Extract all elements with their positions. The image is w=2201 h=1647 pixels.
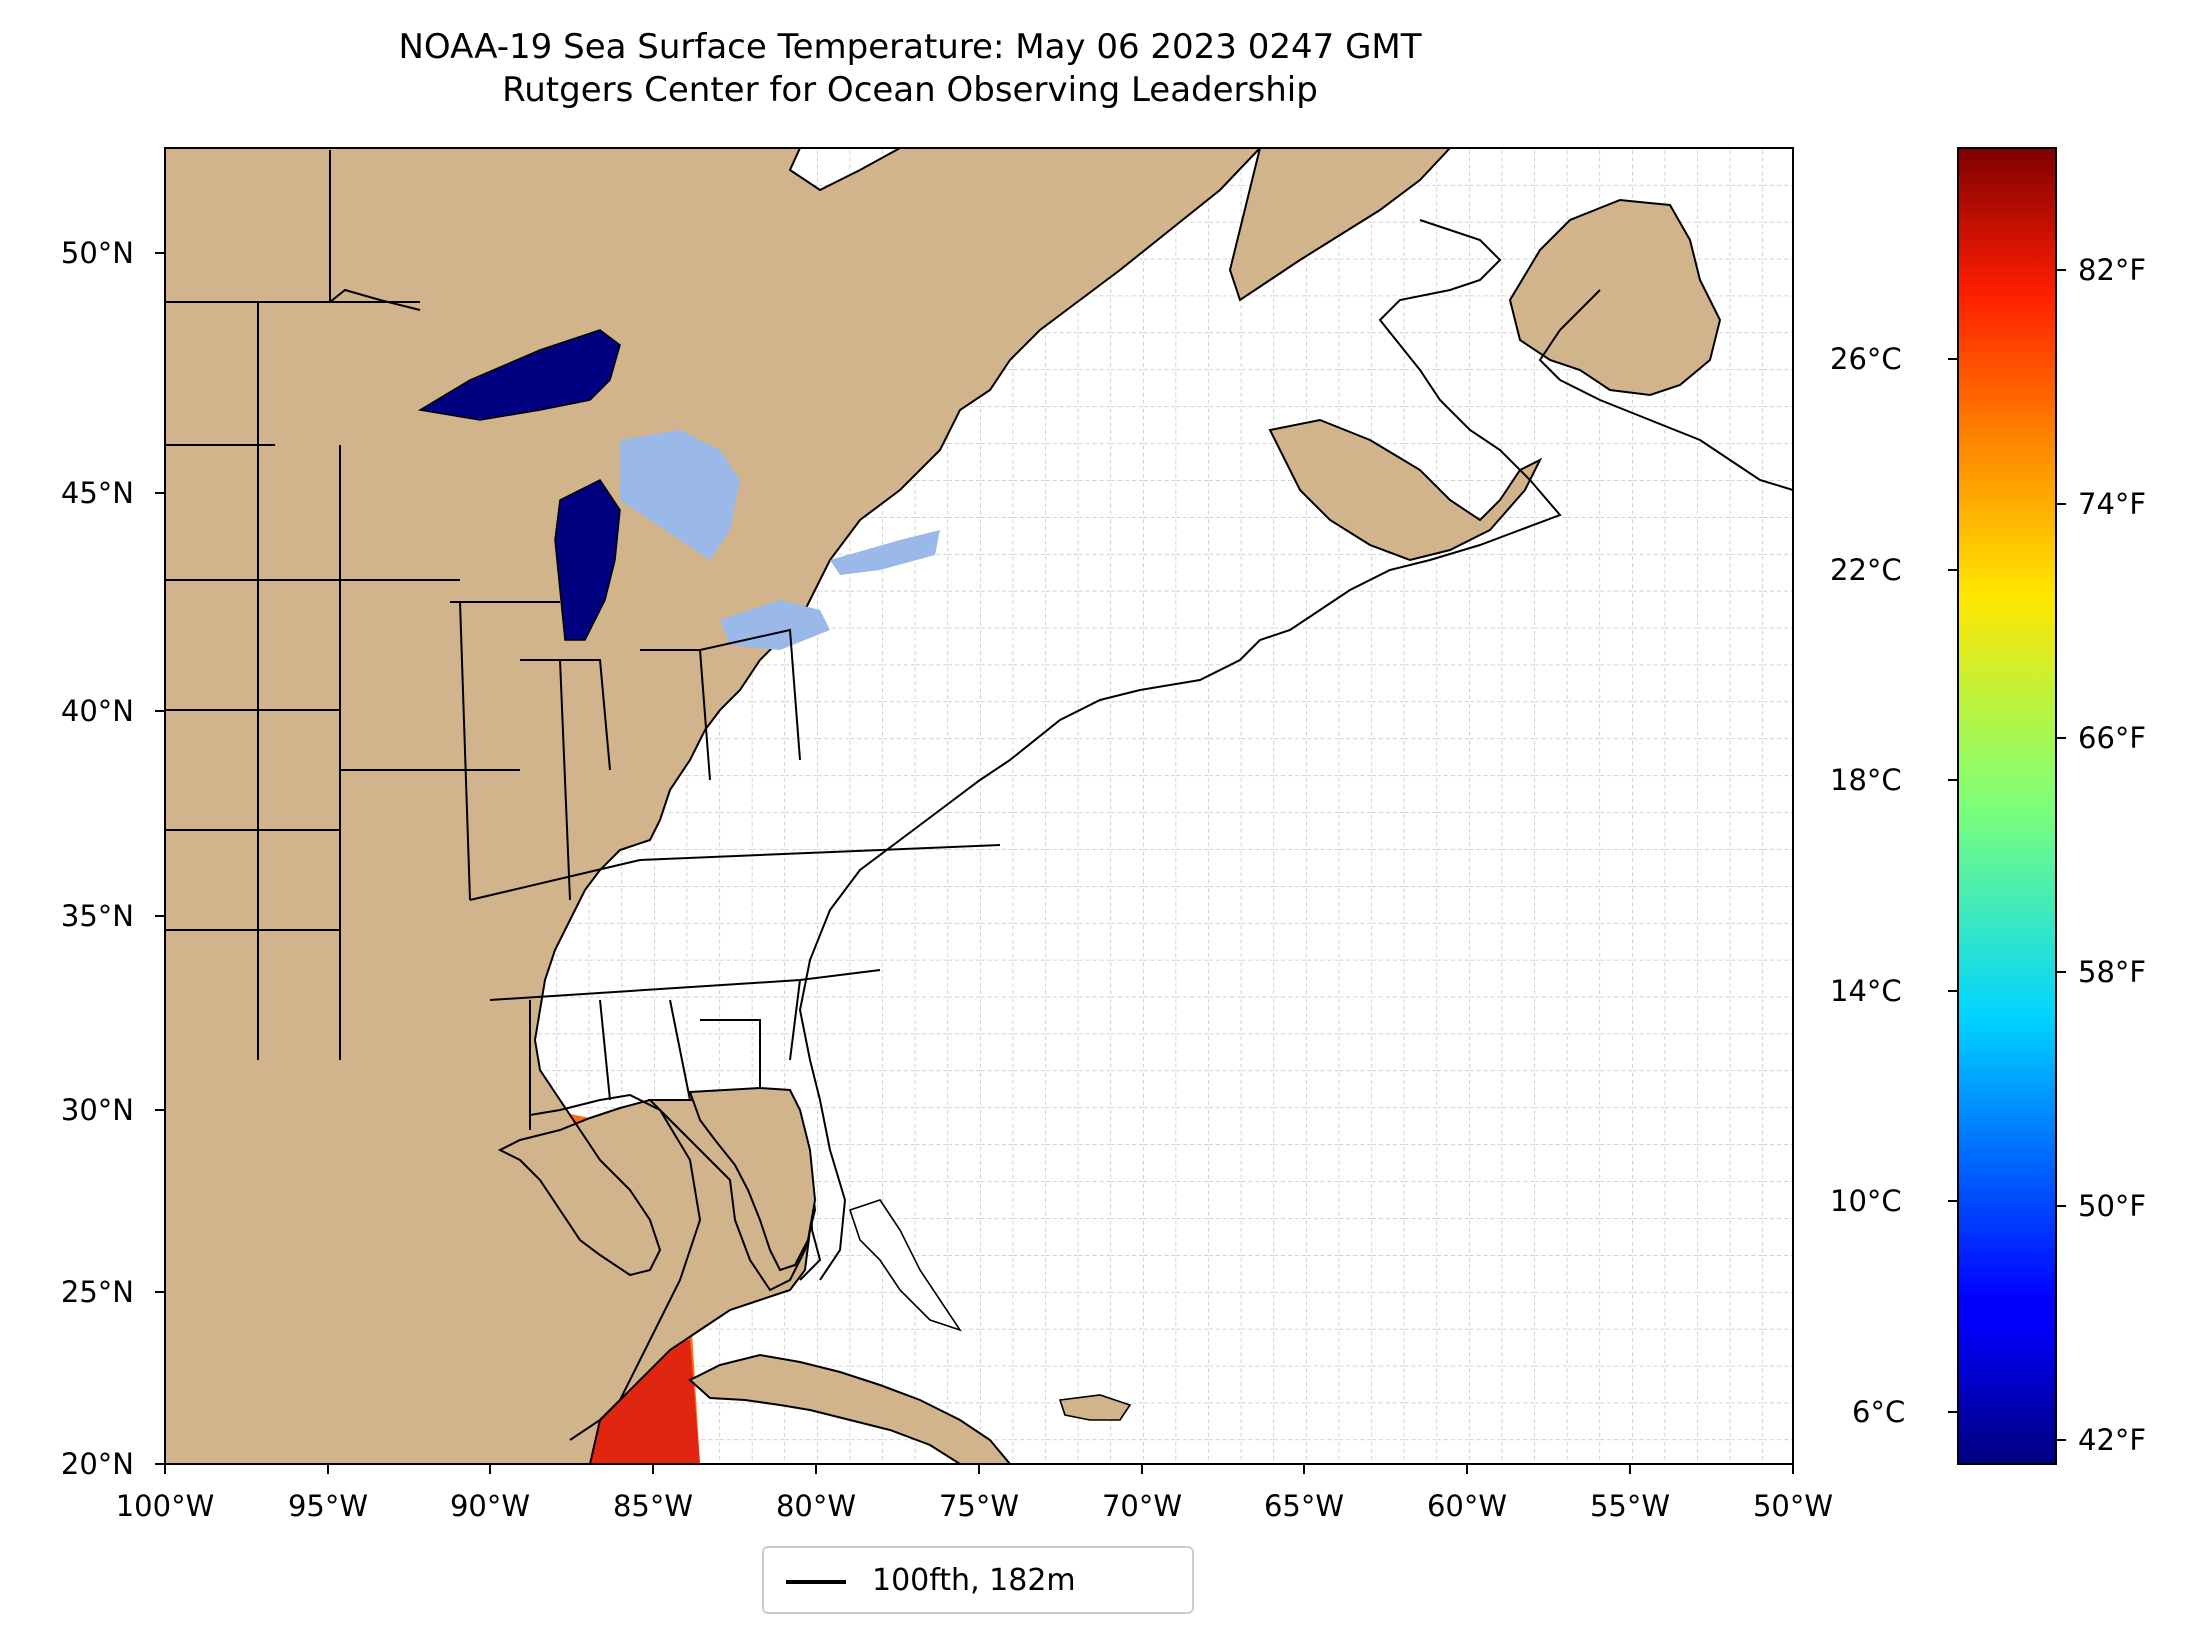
colorbar-fahrenheit-label: 58°F [2078, 955, 2147, 989]
colorbar-celsius-label: 10°C [1830, 1184, 1902, 1218]
x-tick-label: 60°W [1426, 1489, 1508, 1523]
y-tick-label: 20°N [60, 1447, 134, 1481]
x-tick-label: 65°W [1263, 1489, 1345, 1523]
colorbar-fahrenheit-label: 66°F [2078, 721, 2147, 755]
colorbar-celsius-label: 14°C [1830, 974, 1902, 1008]
colorbar-celsius-label: 26°C [1830, 342, 1902, 376]
x-tick-label: 75°W [938, 1489, 1020, 1523]
land-cuba [688, 1353, 1012, 1464]
y-tick-label: 45°N [60, 476, 134, 510]
legend-label: 100fth, 182m [872, 1563, 1076, 1598]
colorbar-fahrenheit-label: 74°F [2078, 487, 2147, 521]
map-title: NOAA-19 Sea Surface Temperature: May 06 … [398, 27, 1422, 67]
land-hispaniola [1058, 1394, 1132, 1421]
x-tick-label: 95°W [287, 1489, 369, 1523]
state-boundaries [165, 150, 1001, 1130]
legend-line-swatch [786, 1580, 846, 1584]
colorbar-celsius-label: 22°C [1830, 553, 1902, 587]
y-tick-label: 40°N [60, 694, 134, 728]
colorbar-ticks [1948, 269, 2066, 1441]
map-legend: 100fth, 182m [762, 1546, 1194, 1614]
land-bahamas [848, 1199, 962, 1332]
colorbar-fahrenheit-label: 50°F [2078, 1189, 2147, 1223]
map-subtitle: Rutgers Center for Ocean Observing Leade… [502, 70, 1318, 110]
great-lakes [417, 329, 940, 650]
y-tick-label: 35°N [60, 899, 134, 933]
x-tick-label: 90°W [449, 1489, 531, 1523]
x-tick-label: 55°W [1589, 1489, 1671, 1523]
y-tick-label: 30°N [60, 1093, 134, 1127]
x-tick-label: 80°W [775, 1489, 857, 1523]
colorbar [1957, 147, 2057, 1465]
land-labrador [1228, 148, 1452, 302]
land-newfoundland [1508, 198, 1722, 397]
y-tick-label: 50°N [60, 236, 134, 270]
x-tick-label: 70°W [1101, 1489, 1183, 1523]
axis-ticks [155, 252, 1794, 1474]
y-tick-label: 25°N [60, 1275, 134, 1309]
x-tick-label: 50°W [1752, 1489, 1834, 1523]
x-tick-label: 100°W [115, 1489, 215, 1523]
land-nova-scotia [1268, 418, 1543, 562]
colorbar-fahrenheit-label: 82°F [2078, 253, 2147, 287]
colorbar-fahrenheit-label: 42°F [2078, 1423, 2147, 1457]
x-tick-label: 85°W [612, 1489, 694, 1523]
land-florida [688, 1086, 817, 1272]
colorbar-celsius-label: 6°C [1852, 1395, 1906, 1429]
colorbar-celsius-label: 18°C [1830, 763, 1902, 797]
